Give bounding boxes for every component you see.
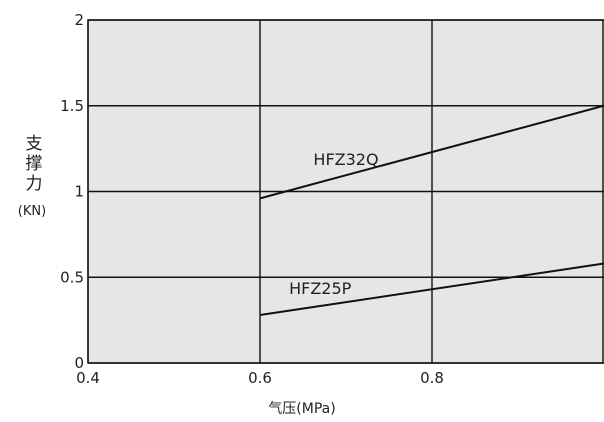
x-tick-label: 0.6 (248, 369, 272, 387)
plot-border (87, 19, 604, 364)
series-label-hfz32q: HFZ32Q (313, 150, 378, 169)
y-axis-label-unit: (KN) (17, 204, 47, 219)
y-axis-label-char-2: 撑 (25, 154, 43, 174)
y-tick-label: 1.5 (60, 97, 84, 115)
x-axis-label: 气压(MPa) (268, 401, 336, 417)
series-line-hfz32q (259, 104, 604, 200)
x-tick-label: 0.8 (420, 369, 444, 387)
series-label-hfz25p: HFZ25P (289, 279, 352, 298)
y-tick-label: 0 (74, 354, 84, 372)
x-tick-label: 0.4 (76, 369, 100, 387)
y-axis-label-char-1: 支 (25, 134, 43, 154)
series-line-hfz25p (259, 262, 604, 316)
y-tick-label: 0.5 (60, 268, 84, 286)
y-axis-label-char-3: 力 (25, 174, 43, 194)
y-tick-label: 1 (74, 183, 84, 201)
y-tick-label: 2 (74, 11, 84, 29)
